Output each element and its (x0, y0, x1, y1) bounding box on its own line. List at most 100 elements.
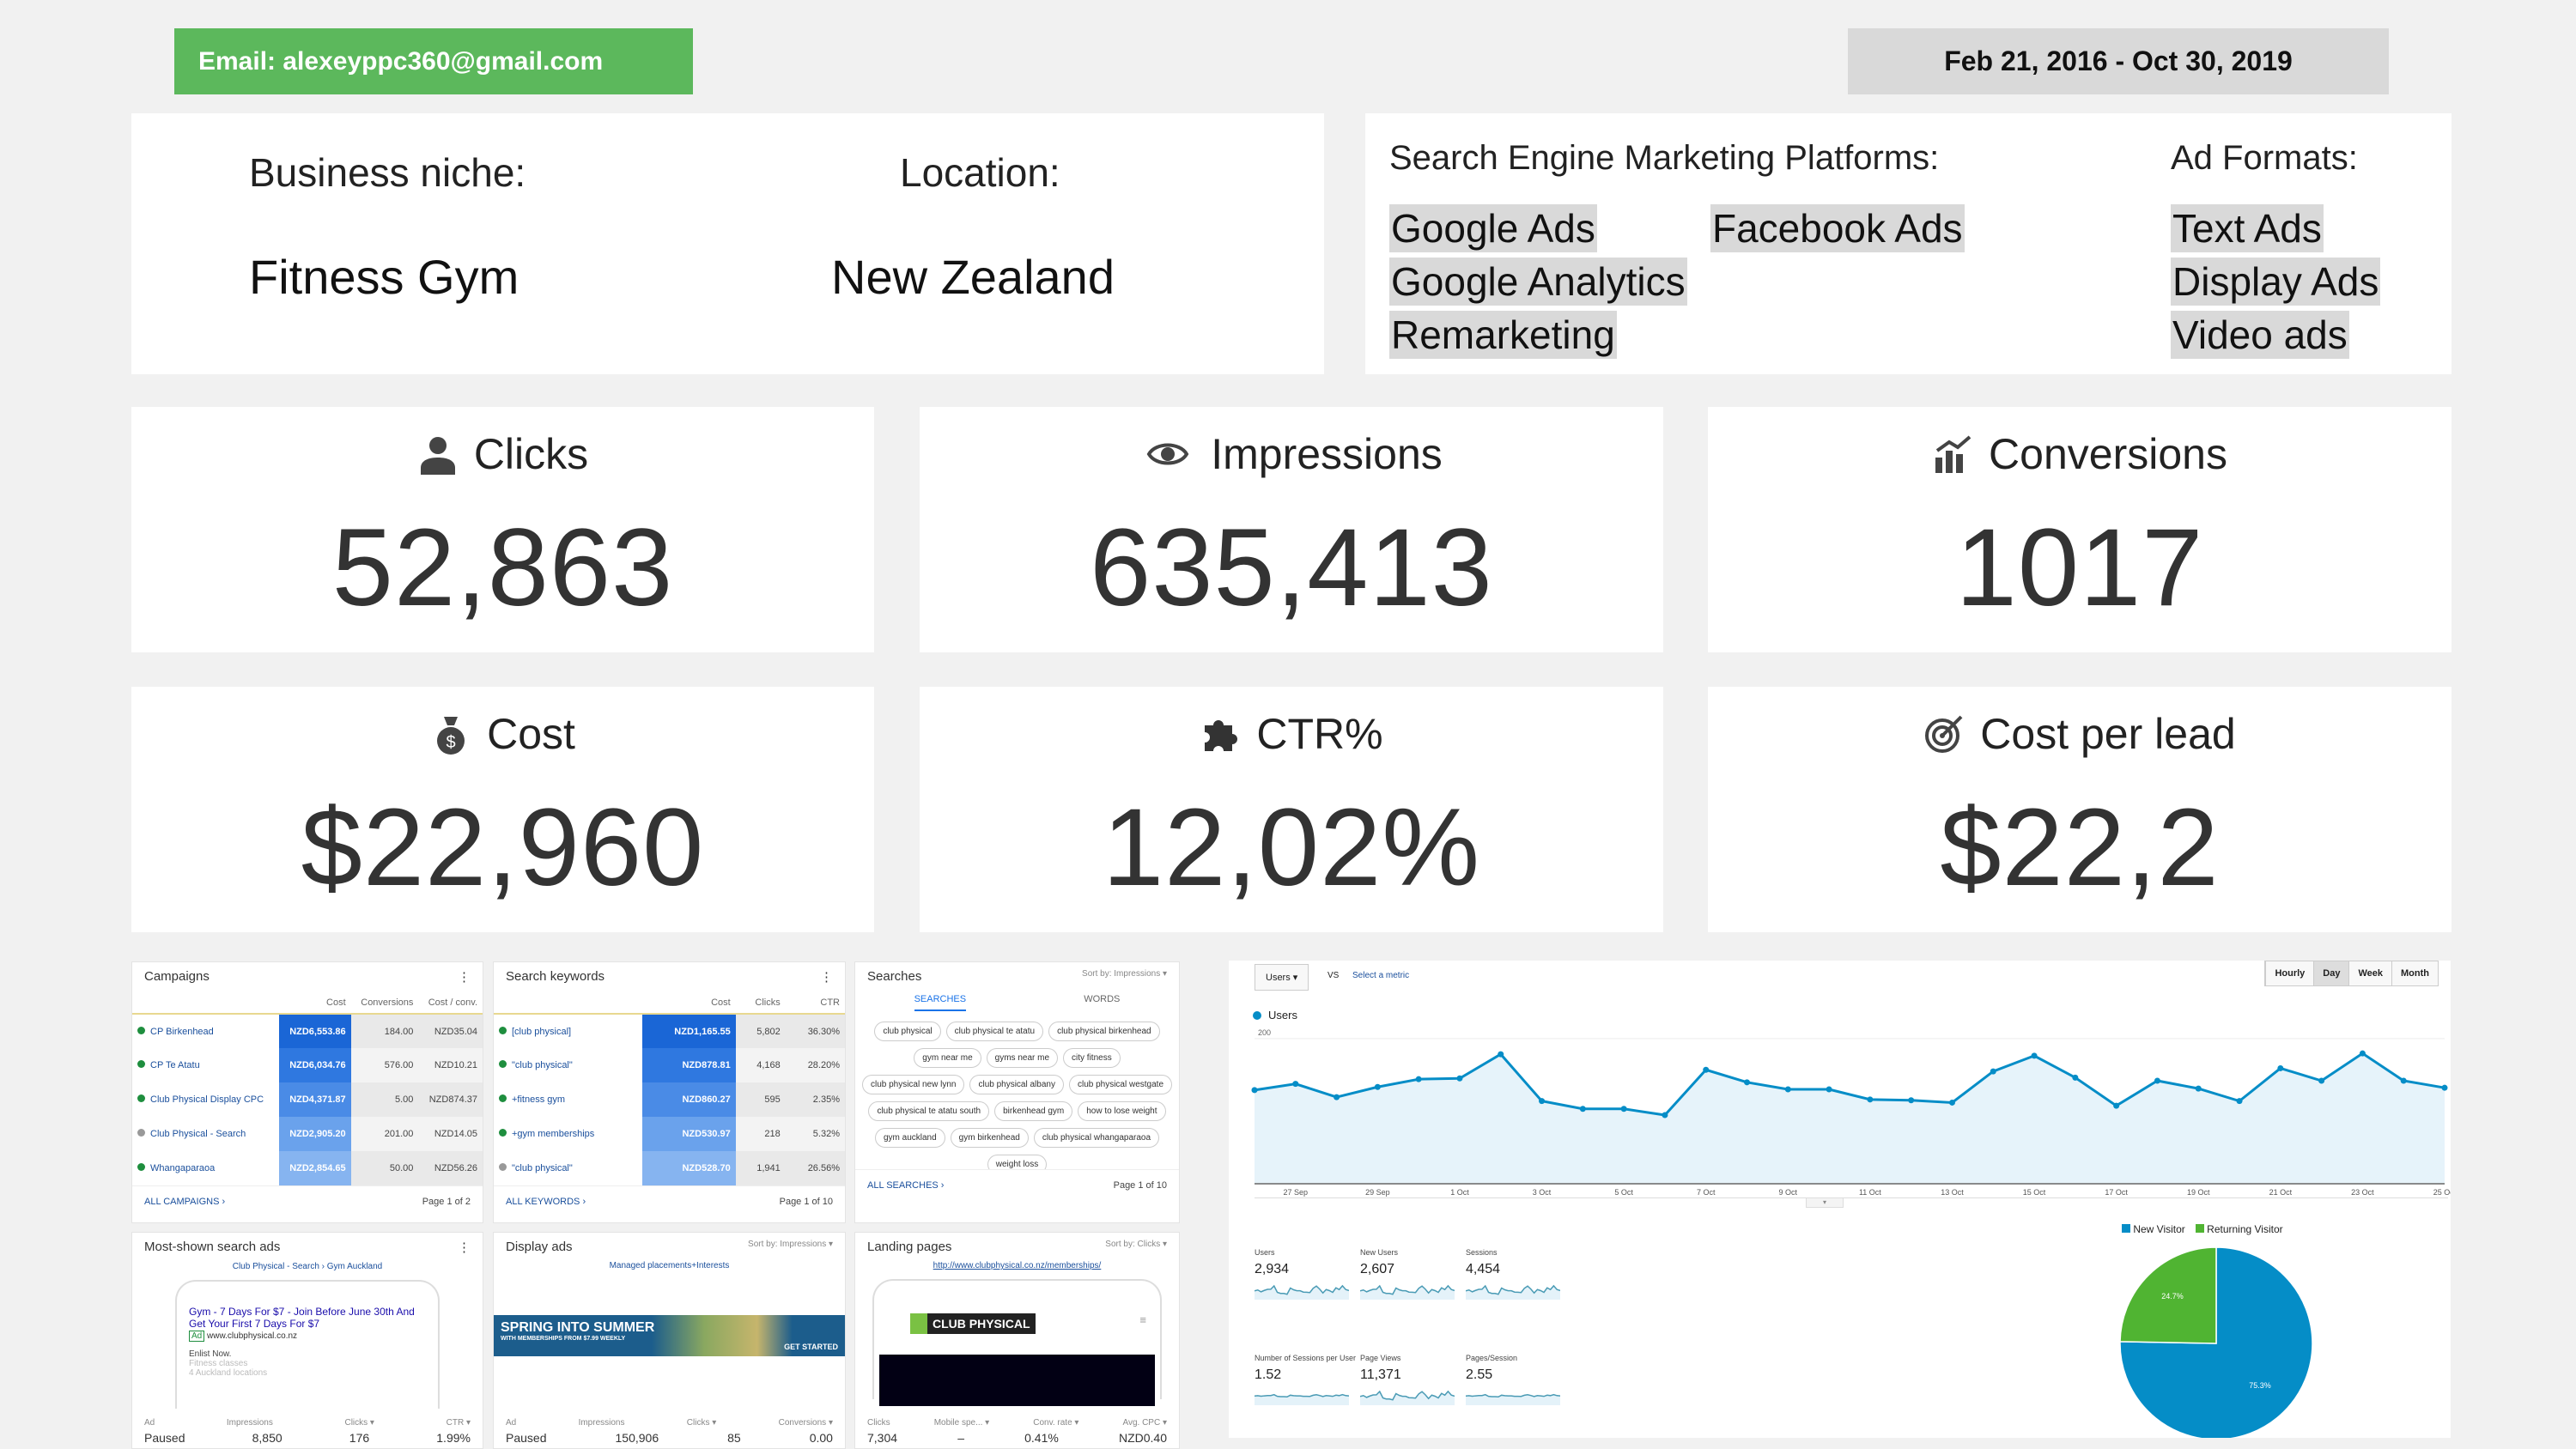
sort-dropdown[interactable]: Sort by: Impressions ▾ (1082, 969, 1167, 979)
data-point[interactable] (2236, 1098, 2243, 1105)
pagination[interactable]: Page 1 of 2 (422, 1197, 471, 1207)
more-icon[interactable]: ⋮ (458, 1240, 471, 1255)
data-point[interactable] (1415, 1076, 1422, 1082)
search-chip[interactable]: weight loss (987, 1155, 1048, 1169)
data-point[interactable] (1579, 1106, 1586, 1113)
table-row[interactable]: CP Te Atatu NZD6,034.76 576.00 NZD10.21 (132, 1048, 483, 1082)
search-chip[interactable]: club physical westgate (1068, 1075, 1173, 1094)
landing-url[interactable]: http://www.clubphysical.co.nz/membership… (933, 1261, 1102, 1270)
data-point[interactable] (1498, 1051, 1504, 1058)
column-header[interactable]: CTR (785, 991, 845, 1015)
search-chip[interactable]: club physical albany (969, 1075, 1064, 1094)
search-chip[interactable]: club physical new lynn (861, 1075, 965, 1094)
metric-dropdown[interactable]: Users ▾ (1255, 964, 1309, 991)
search-chip[interactable]: city fitness (1063, 1048, 1121, 1068)
table-row[interactable]: Club Physical - Search NZD2,905.20 201.00 N… (132, 1117, 483, 1151)
row-name[interactable]: +fitness gym (494, 1082, 642, 1117)
data-point[interactable] (1539, 1098, 1546, 1105)
ad-headline[interactable]: Gym - 7 Days For $7 - Join Before June 3… (189, 1306, 415, 1330)
data-point[interactable] (1948, 1099, 1955, 1106)
row-name[interactable]: "club physical" (494, 1048, 642, 1082)
data-point[interactable] (1251, 1087, 1258, 1094)
table-row[interactable]: +gym memberships NZD530.97 218 5.32% (494, 1117, 845, 1151)
data-point[interactable] (1374, 1083, 1381, 1090)
row-name[interactable]: Club Physical Display CPC (132, 1082, 279, 1117)
search-chip[interactable]: gym near me (914, 1048, 981, 1068)
cell-cost: NZD2,854.65 (279, 1151, 351, 1185)
table-row[interactable]: Club Physical Display CPC NZD4,371.87 5.00… (132, 1082, 483, 1117)
data-point[interactable] (1456, 1075, 1463, 1082)
column-header[interactable]: Conversions (350, 991, 419, 1015)
column-header[interactable]: Clicks (735, 991, 786, 1015)
row-name[interactable]: Whangaparaoa (132, 1151, 279, 1185)
search-chip[interactable]: birkenhead gym (994, 1101, 1073, 1121)
search-chip[interactable]: club physical te atatu south (868, 1101, 990, 1121)
search-chip[interactable]: gym birkenhead (950, 1128, 1029, 1148)
table-row[interactable]: Whangaparaoa NZD2,854.65 50.00 NZD56.26 (132, 1151, 483, 1185)
date-range[interactable]: Feb 21, 2016 - Oct 30, 2019 (1848, 28, 2389, 94)
data-point[interactable] (1784, 1086, 1791, 1093)
granularity-week[interactable]: Week (2348, 961, 2392, 985)
data-point[interactable] (2113, 1102, 2120, 1109)
tab-words[interactable]: WORDS (1084, 994, 1121, 1004)
search-chip[interactable]: club physical (874, 1022, 941, 1041)
search-chip[interactable]: club physical whangaparaoa (1033, 1128, 1160, 1148)
table-row[interactable]: [club physical] NZD1,165.55 5,802 36.30% (494, 1014, 845, 1048)
data-point[interactable] (2318, 1077, 2325, 1084)
data-point[interactable] (1826, 1086, 1832, 1093)
all-keywords-link[interactable]: ALL KEYWORDS › (506, 1197, 586, 1207)
column-header[interactable]: Cost (642, 991, 736, 1015)
granularity-month[interactable]: Month (2391, 961, 2438, 985)
data-point[interactable] (2441, 1084, 2448, 1091)
data-point[interactable] (1908, 1097, 1915, 1104)
row-name[interactable]: [club physical] (494, 1014, 642, 1048)
data-point[interactable] (1703, 1066, 1710, 1073)
data-point[interactable] (2154, 1077, 2160, 1084)
tab-searches[interactable]: SEARCHES (914, 994, 967, 1011)
data-point[interactable] (2400, 1077, 2407, 1084)
data-point[interactable] (2277, 1064, 2284, 1071)
data-point[interactable] (1620, 1106, 1627, 1113)
table-row[interactable]: CP Birkenhead NZD6,553.86 184.00 NZD35.04 (132, 1014, 483, 1048)
pie-slice[interactable] (2119, 1246, 2217, 1344)
granularity-hourly[interactable]: Hourly (2265, 961, 2314, 985)
search-chip[interactable]: gyms near me (986, 1048, 1059, 1068)
granularity-day[interactable]: Day (2313, 961, 2349, 985)
table-row[interactable]: "club physical" NZD528.70 1,941 26.56% (494, 1151, 845, 1185)
data-point[interactable] (1662, 1112, 1668, 1119)
data-point[interactable] (1334, 1094, 1340, 1100)
search-chip[interactable]: club physical te atatu (945, 1022, 1044, 1041)
data-point[interactable] (1990, 1068, 1996, 1075)
pie-slice[interactable] (2119, 1246, 2313, 1438)
expand-chart-button[interactable]: ▾ (1806, 1197, 1844, 1208)
column-header[interactable]: Cost (279, 991, 351, 1015)
data-point[interactable] (2359, 1050, 2366, 1057)
table-row[interactable]: +fitness gym NZD860.27 595 2.35% (494, 1082, 845, 1117)
row-name[interactable]: +gym memberships (494, 1117, 642, 1151)
data-point[interactable] (1744, 1079, 1751, 1086)
pagination[interactable]: Page 1 of 10 (1113, 1180, 1167, 1191)
more-icon[interactable]: ⋮ (458, 970, 471, 985)
table-row[interactable]: "club physical" NZD878.81 4,168 28.20% (494, 1048, 845, 1082)
more-icon[interactable]: ⋮ (820, 970, 833, 985)
pagination[interactable]: Page 1 of 10 (779, 1197, 833, 1207)
all-campaigns-link[interactable]: ALL CAMPAIGNS › (144, 1197, 226, 1207)
row-name[interactable]: Club Physical - Search (132, 1117, 279, 1151)
sort-dropdown[interactable]: Sort by: Clicks ▾ (1105, 1240, 1167, 1249)
data-point[interactable] (2031, 1052, 2038, 1059)
select-metric-link[interactable]: Select a metric (1352, 971, 1410, 980)
row-name[interactable]: CP Birkenhead (132, 1014, 279, 1048)
data-point[interactable] (1292, 1081, 1299, 1088)
search-chip[interactable]: gym auckland (874, 1128, 945, 1148)
sort-dropdown[interactable]: Sort by: Impressions ▾ (748, 1240, 833, 1249)
all-searches-link[interactable]: ALL SEARCHES › (867, 1180, 945, 1191)
search-chip[interactable]: how to lose weight (1078, 1101, 1166, 1121)
search-chip[interactable]: club physical birkenhead (1048, 1022, 1160, 1041)
data-point[interactable] (2072, 1074, 2079, 1081)
data-point[interactable] (1867, 1096, 1874, 1103)
column-header[interactable]: Cost / conv. (418, 991, 483, 1015)
row-name[interactable]: CP Te Atatu (132, 1048, 279, 1082)
row-name[interactable]: "club physical" (494, 1151, 642, 1185)
data-point[interactable] (2195, 1085, 2202, 1092)
display-ad-banner[interactable]: SPRING INTO SUMMER WITH MEMBERSHIPS FROM… (494, 1315, 845, 1356)
